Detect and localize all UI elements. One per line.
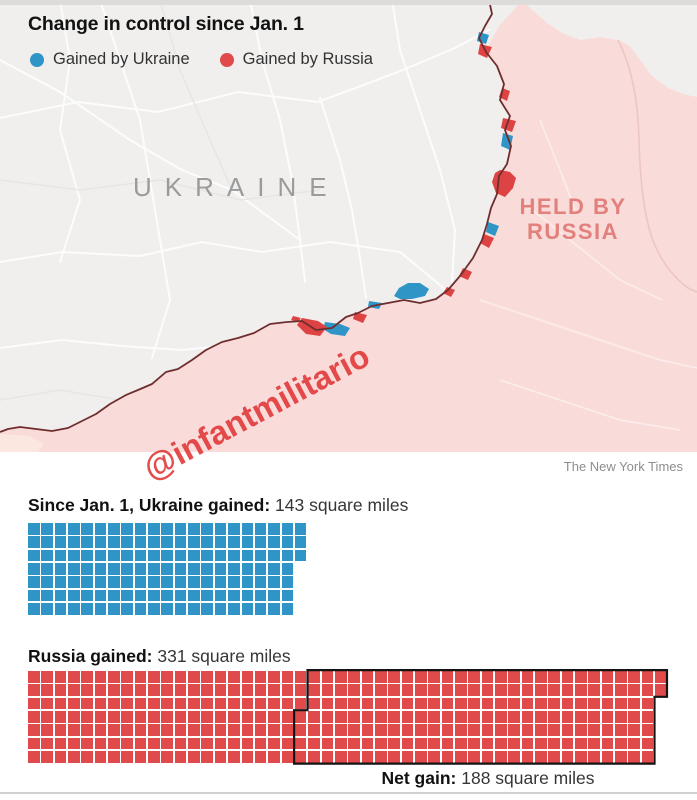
net-gain-label: Net gain: 188 square miles <box>288 768 688 789</box>
map-canvas: UKRAINE HELD BY RUSSIA <box>0 0 697 452</box>
russia-waffle-chart <box>28 671 669 764</box>
legend-label-russia: Gained by Russia <box>242 50 373 68</box>
bottom-divider <box>0 792 697 794</box>
ukraine-gained-label-bold: Since Jan. 1, Ukraine gained: <box>28 495 271 515</box>
net-gain-label-value: 188 square miles <box>461 768 595 788</box>
legend-item-ukraine: Gained by Ukraine <box>30 50 190 69</box>
waffle-row <box>28 737 669 750</box>
waffle-row <box>28 697 669 710</box>
russia-gained-label-value: 331 square miles <box>157 646 291 666</box>
frontline-path <box>0 0 512 433</box>
ukraine-waffle-chart <box>28 523 308 616</box>
waffle-row <box>28 684 669 696</box>
russia-gain-dot-icon <box>219 52 234 67</box>
waffle-row <box>28 671 669 683</box>
waffle-row <box>28 523 308 535</box>
source-credit: The New York Times <box>563 459 683 474</box>
russia-gained-label: Russia gained: 331 square miles <box>28 646 291 667</box>
held-label-line1: HELD BY <box>519 194 626 219</box>
held-region-southwest <box>0 434 44 452</box>
waffle-row <box>28 751 669 763</box>
top-divider <box>0 0 697 5</box>
held-by-russia-region <box>0 0 697 452</box>
waffle-row <box>28 563 308 575</box>
legend-item-russia: Gained by Russia <box>219 50 373 69</box>
ukraine-gain-dot-icon <box>30 52 44 67</box>
russia-border-line <box>617 39 697 293</box>
legend: Gained by Ukraine Gained by Russia <box>30 50 373 69</box>
waffle-row <box>28 589 308 602</box>
map-roads <box>0 0 490 359</box>
waffle-row <box>28 549 308 562</box>
waffle-row <box>28 536 308 548</box>
waffle-row <box>28 711 669 723</box>
map: UKRAINE HELD BY RUSSIA <box>0 0 697 452</box>
legend-label-ukraine: Gained by Ukraine <box>53 50 190 68</box>
ukraine-gained-label-value: 143 square miles <box>275 495 409 515</box>
waffle-row <box>28 576 308 588</box>
held-label-line2: RUSSIA <box>527 219 619 244</box>
ukraine-gained-label: Since Jan. 1, Ukraine gained: 143 square… <box>28 495 408 516</box>
waffle-row <box>28 603 308 615</box>
held-region-roads <box>479 119 697 431</box>
russia-gained-label-bold: Russia gained: <box>28 646 153 666</box>
net-gain-outline <box>293 669 669 765</box>
country-label: UKRAINE <box>133 172 340 202</box>
net-gain-label-bold: Net gain: <box>381 768 457 788</box>
header: Change in control since Jan. 1 <box>28 13 304 36</box>
waffle-row <box>28 724 669 736</box>
page-title: Change in control since Jan. 1 <box>28 13 304 35</box>
